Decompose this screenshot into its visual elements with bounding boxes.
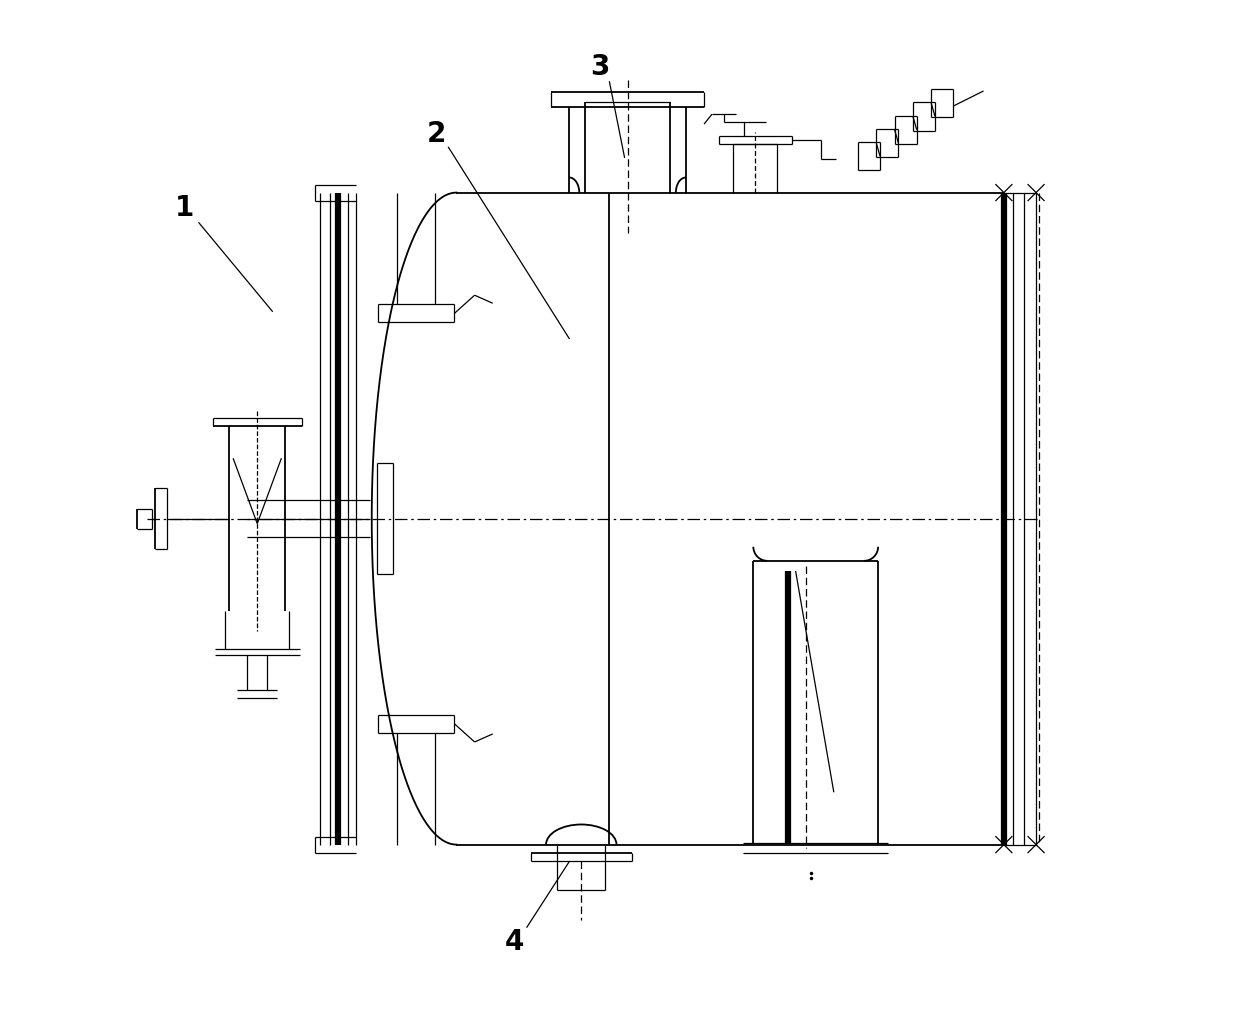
Text: 2: 2 <box>426 120 446 148</box>
Text: 4: 4 <box>506 928 524 957</box>
Text: 3: 3 <box>590 52 610 81</box>
Text: 1: 1 <box>175 194 195 222</box>
